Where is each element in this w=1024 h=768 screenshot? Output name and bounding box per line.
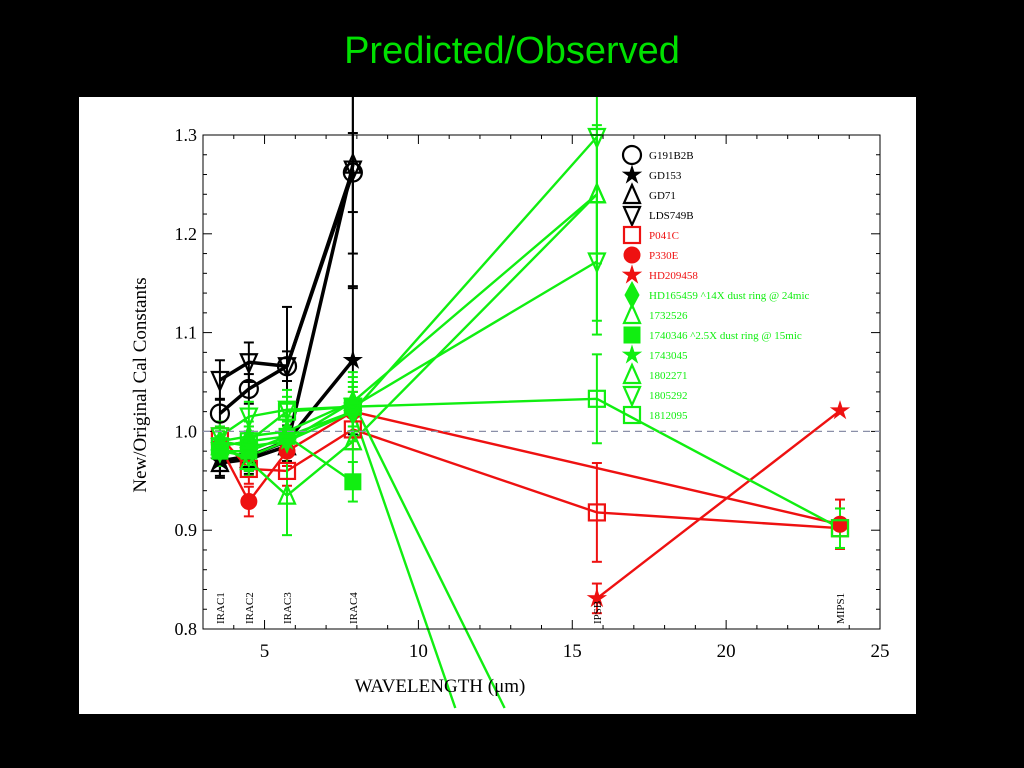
x-tick-label: 20 [717,641,736,662]
legend-marker [622,362,642,385]
x-axis-label: WAVELENGTH (μm) [355,676,526,697]
legend-marker [622,182,642,205]
legend-label: P330E [649,250,679,262]
data-point [344,473,362,491]
legend-label: LDS749B [649,210,694,222]
band-label: IRAC2 [244,592,256,624]
data-point [829,400,851,420]
legend-marker [621,144,643,166]
data-point [210,450,230,473]
band-label: MIPS1 [835,593,847,624]
data-point [831,515,849,533]
data-point [830,519,850,538]
legend-label: G191B2B [649,150,694,162]
y-tick-label: 1.0 [175,421,198,441]
plot-frame [202,134,881,630]
legend-label: 1802271 [649,370,688,382]
legend-label: 1743045 [649,350,688,362]
series-line [219,400,506,709]
legend-marker [623,246,641,264]
data-point [342,349,363,369]
legend-marker [621,264,643,284]
data-point [210,442,230,464]
data-point [210,437,230,456]
legend-label: GD153 [649,170,682,182]
x-tick-label: 15 [563,641,582,662]
y-tick-label: 0.8 [175,619,198,639]
series-line [219,164,355,465]
chart: 5 10 15 20 25 0.8 0.9 1.0 1.1 1.2 1.3 IRAC1 IRAC2 IR… [130,97,890,709]
data-point [343,397,362,416]
data-point [277,402,297,421]
data-point [239,447,259,469]
band-label: IPSB [592,601,604,624]
data-point [587,127,607,150]
data-point [343,428,363,451]
series-line [596,409,841,600]
data-point [587,389,606,408]
data-point [238,378,259,400]
data-point [277,461,297,481]
x-tick-label: 10 [409,641,428,662]
data-point [586,587,608,608]
y-tick-label: 1.3 [175,125,198,145]
x-tick-label: 25 [871,641,890,662]
data-point [343,160,363,183]
data-point [240,493,258,511]
data-point [277,357,297,379]
legend-label: 1732526 [649,310,688,322]
x-tick-label: 5 [260,641,270,662]
data-point [587,252,607,275]
legend-marker [622,225,642,245]
data-point [209,403,231,424]
y-tick-label: 1.1 [175,323,198,343]
data-point [277,400,297,423]
legend-marker [621,164,643,184]
legend-label: 1740346 ^2.5X dust ring @ 15mic [649,330,802,342]
band-label: IRAC4 [348,592,360,624]
data-point [239,353,259,375]
series-line [218,169,355,382]
y-tick-label: 1.2 [175,224,198,244]
data-point [277,482,297,505]
legend-label: P041C [649,230,679,242]
data-point [239,448,259,471]
legend-marker [621,344,643,364]
data-point [587,181,607,204]
legend-marker [622,385,642,408]
series-line [219,397,841,530]
data-point [277,432,297,454]
legend-label: 1805292 [649,390,688,402]
data-point [239,432,258,451]
data-point [239,407,259,430]
legend-marker [622,302,642,325]
legend-label: 1812095 [649,410,688,422]
legend-label: HD209458 [649,270,698,282]
legend-label: GD71 [649,190,676,202]
band-label: IRAC3 [282,592,294,624]
y-tick-label: 0.9 [175,520,198,540]
data-point [277,418,297,441]
data-point [210,428,230,451]
data-point [343,389,363,411]
legend-marker [624,280,640,310]
slide-title: Predicted/Observed [344,30,680,72]
plot-panel: 5 10 15 20 25 0.8 0.9 1.0 1.1 1.2 1.3 IRAC1 IRAC2 IR… [79,97,916,714]
data-point [210,370,230,393]
series-line [219,136,598,458]
data-point [587,503,606,522]
data-point [239,423,259,446]
data-point [343,402,363,425]
y-axis-label: New/Original Cal Constants [130,277,151,492]
legend-label: HD165459 ^14X dust ring @ 24mic [649,290,810,302]
legend-marker [622,205,642,228]
data-point [343,151,363,174]
legend-marker [623,326,641,344]
band-label: IRAC1 [215,592,227,624]
legend-marker [622,405,642,425]
